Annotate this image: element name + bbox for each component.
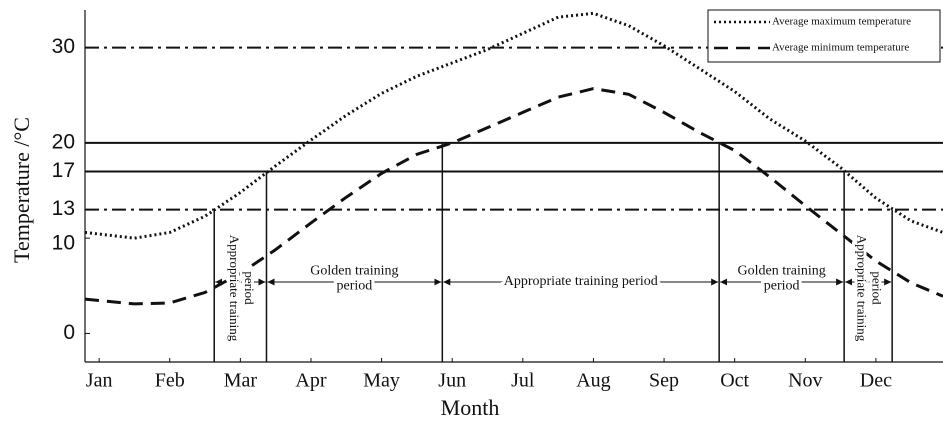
period-label: period [242,271,257,305]
y-tick-label: 20 [52,130,75,153]
series-line [84,11,943,240]
y-tick-label: 30 [52,35,75,58]
x-axis-label: Month [441,395,500,420]
x-tick-label: Jan [86,370,113,392]
x-tick-label: Nov [788,370,822,392]
period-label: period [764,279,800,294]
x-tick-label: Dec [860,370,892,392]
period-label: Appropriate training [227,235,242,342]
x-tick-label: Mar [224,370,258,392]
period-label: Appropriate training [855,235,870,342]
period-label: period [870,271,885,305]
y-axis-label: Temperature /°C [9,117,34,263]
x-tick-label: Feb [155,370,185,392]
legend-box [707,9,941,63]
legend-label: Average maximum temperature [772,16,911,28]
y-tick-label: 13 [52,197,75,220]
y-tick-label: 0 [63,321,75,344]
x-tick-label: Aug [576,370,610,392]
period-label: period [337,279,373,294]
x-tick-label: Oct [720,370,749,392]
y-tick-label: 10 [52,232,75,255]
x-tick-label: Sep [649,370,679,392]
legend-label: Average minimum temperature [772,42,909,54]
x-tick-label: May [363,370,400,392]
period-label: Golden training [738,264,826,279]
x-tick-label: Apr [295,370,326,392]
x-tick-label: Jun [438,370,466,392]
x-tick-label: Jul [511,370,535,392]
period-label: Appropriate training period [504,274,658,289]
y-tick-label: 17 [52,159,75,182]
legend: Average maximum temperature Average minim… [707,9,941,63]
series-line [84,87,943,306]
period-label: Golden training [310,264,398,279]
